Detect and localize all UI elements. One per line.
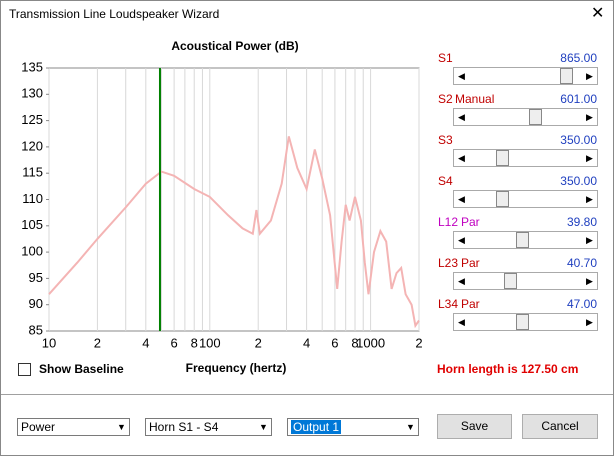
slider-thumb[interactable] xyxy=(496,150,509,166)
data-line xyxy=(48,136,420,329)
chart-title: Acoustical Power (dB) xyxy=(171,39,298,53)
checkbox[interactable] xyxy=(18,363,31,376)
slider-value: 350.00 xyxy=(560,133,597,147)
dropdown[interactable]: Horn S1 - S4 ▼ xyxy=(145,418,272,436)
dropdown[interactable]: Power ▼ xyxy=(17,418,130,436)
x-tick-label: 1000 xyxy=(356,335,385,350)
dropdown-text: Horn S1 - S4 xyxy=(149,420,219,434)
x-tick-label: 8 xyxy=(191,335,198,350)
slider-label: L12 xyxy=(438,215,459,229)
slider-left-arrow: ◀ xyxy=(458,276,465,286)
slider-value: 39.80 xyxy=(566,215,597,229)
slider-label: S3 xyxy=(438,133,453,147)
slider-left-arrow: ◀ xyxy=(458,194,465,204)
y-tick-label: 110 xyxy=(22,191,43,206)
dropdown-arrow: ▼ xyxy=(114,419,129,435)
slider[interactable]: ◀ ▶ xyxy=(453,313,598,331)
slider-thumb[interactable] xyxy=(496,191,509,207)
cancel-button[interactable]: Cancel xyxy=(522,414,598,439)
x-axis-label: Frequency (hertz) xyxy=(186,361,287,375)
dropdown-arrow: ▼ xyxy=(256,419,271,435)
slider[interactable]: ◀ ▶ xyxy=(453,67,598,85)
close-button[interactable]: ✕ xyxy=(591,5,605,22)
y-tick-label: 115 xyxy=(22,165,43,180)
slider-thumb[interactable] xyxy=(504,273,517,289)
x-tick-label: 4 xyxy=(303,335,310,350)
y-tick-label: 130 xyxy=(21,86,43,101)
separator xyxy=(1,394,613,395)
slider-right-arrow: ▶ xyxy=(586,317,593,327)
slider-left-arrow: ◀ xyxy=(458,71,465,81)
x-tick-label: 100 xyxy=(199,335,221,350)
slider[interactable]: ◀ ▶ xyxy=(453,149,598,167)
x-tick-label: 8 xyxy=(351,335,358,350)
slider-thumb[interactable] xyxy=(529,109,542,125)
slider[interactable]: ◀ ▶ xyxy=(453,231,598,249)
slider-value: 601.00 xyxy=(560,92,597,106)
slider-right-arrow: ▶ xyxy=(586,276,593,286)
slider-right-arrow: ▶ xyxy=(586,112,593,122)
dropdown-text: Power xyxy=(21,420,56,434)
slider-value: 350.00 xyxy=(560,174,597,188)
dropdown-arrow: ▼ xyxy=(403,419,418,435)
y-tick-label: 95 xyxy=(29,270,43,285)
slider-label: S1 xyxy=(438,51,453,65)
x-tick-label: 6 xyxy=(331,335,338,350)
slider-thumb[interactable] xyxy=(560,68,573,84)
plot-area xyxy=(48,67,420,332)
slider-label: L34 xyxy=(438,297,459,311)
slider-mode: Par xyxy=(461,297,480,311)
slider-mode: Manual xyxy=(455,92,495,106)
x-tick-label: 10 xyxy=(42,335,56,350)
window-title: Transmission Line Loudspeaker Wizard xyxy=(9,7,220,21)
status-text: Horn length is 127.50 cm xyxy=(437,362,579,376)
x-tick-label: 2 xyxy=(94,335,101,350)
y-tick-label: 125 xyxy=(21,112,43,127)
slider-right-arrow: ▶ xyxy=(586,194,593,204)
slider-mode: Par xyxy=(461,215,480,229)
y-tick-label: 100 xyxy=(21,244,43,259)
slider-value: 47.00 xyxy=(566,297,597,311)
dropdown-text: Output 1 xyxy=(291,420,342,434)
slider-thumb[interactable] xyxy=(516,314,529,330)
y-tick-label: 105 xyxy=(21,217,43,232)
slider-left-arrow: ◀ xyxy=(458,112,465,122)
slider-right-arrow: ▶ xyxy=(586,71,593,81)
y-tick-label: 120 xyxy=(21,138,43,153)
slider-mode: Par xyxy=(461,256,480,270)
slider-thumb[interactable] xyxy=(516,232,529,248)
x-tick-label: 2 xyxy=(255,335,262,350)
slider-value: 40.70 xyxy=(566,256,597,270)
slider[interactable]: ◀ ▶ xyxy=(453,108,598,126)
slider-value: 865.00 xyxy=(560,51,597,65)
dropdown[interactable]: Output 1 ▼ xyxy=(287,418,419,436)
slider-label: L23 xyxy=(438,256,459,270)
slider[interactable]: ◀ ▶ xyxy=(453,190,598,208)
x-tick-label: 6 xyxy=(171,335,178,350)
y-tick-label: 85 xyxy=(29,322,43,337)
slider-right-arrow: ▶ xyxy=(586,153,593,163)
x-tick-label: 2 xyxy=(415,335,422,350)
slider-left-arrow: ◀ xyxy=(458,235,465,245)
slider-label: S2 xyxy=(438,92,453,106)
slider-right-arrow: ▶ xyxy=(586,235,593,245)
slider[interactable]: ◀ ▶ xyxy=(453,272,598,290)
checkbox-label[interactable]: Show Baseline xyxy=(39,362,124,376)
slider-left-arrow: ◀ xyxy=(458,153,465,163)
y-tick-label: 135 xyxy=(21,59,43,74)
slider-label: S4 xyxy=(438,174,453,188)
slider-left-arrow: ◀ xyxy=(458,317,465,327)
save-button[interactable]: Save xyxy=(437,414,512,439)
y-tick-label: 90 xyxy=(29,296,43,311)
x-tick-label: 4 xyxy=(142,335,149,350)
